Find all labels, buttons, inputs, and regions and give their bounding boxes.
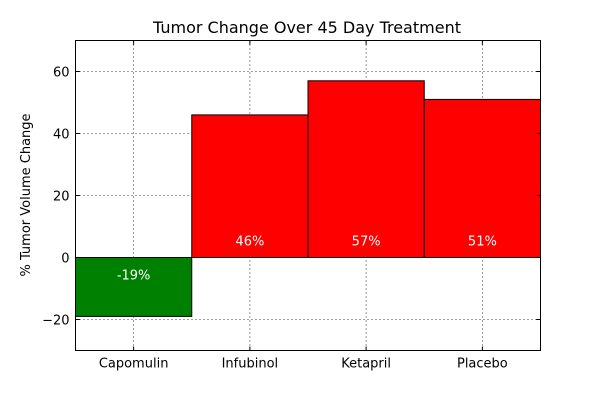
y-tick-label: 20 [53, 190, 70, 205]
y-tick-label: 40 [53, 128, 70, 143]
y-axis-label: % Tumor Volume Change [19, 113, 34, 276]
plot-frame [75, 40, 541, 351]
bars [75, 80, 541, 317]
bar [423, 98, 541, 259]
bar-value-label: -19% [117, 269, 151, 284]
y-tick-label: 0 [61, 252, 69, 267]
bar-value-label: 46% [235, 235, 264, 250]
ticks: −20 0 20 40 60 Capomulin Infubinol Ketapril Plac… [42, 40, 541, 372]
bar [75, 257, 193, 317]
x-tick-label: Placebo [457, 357, 508, 372]
bar-value-label: 57% [352, 235, 381, 250]
x-tick-label: Ketapril [341, 357, 391, 372]
x-tick-label: Capomulin [99, 357, 169, 372]
data-labels: -19% 46% 57% 51% [117, 235, 497, 284]
chart-title: Tumor Change Over 45 Day Treatment [152, 18, 461, 37]
bar [191, 114, 309, 259]
x-tick-label: Infubinol [222, 357, 279, 372]
y-tick-label: 60 [53, 66, 70, 81]
bar [307, 80, 425, 258]
bar-value-label: 51% [468, 235, 497, 250]
y-tick-label: −20 [42, 314, 69, 329]
